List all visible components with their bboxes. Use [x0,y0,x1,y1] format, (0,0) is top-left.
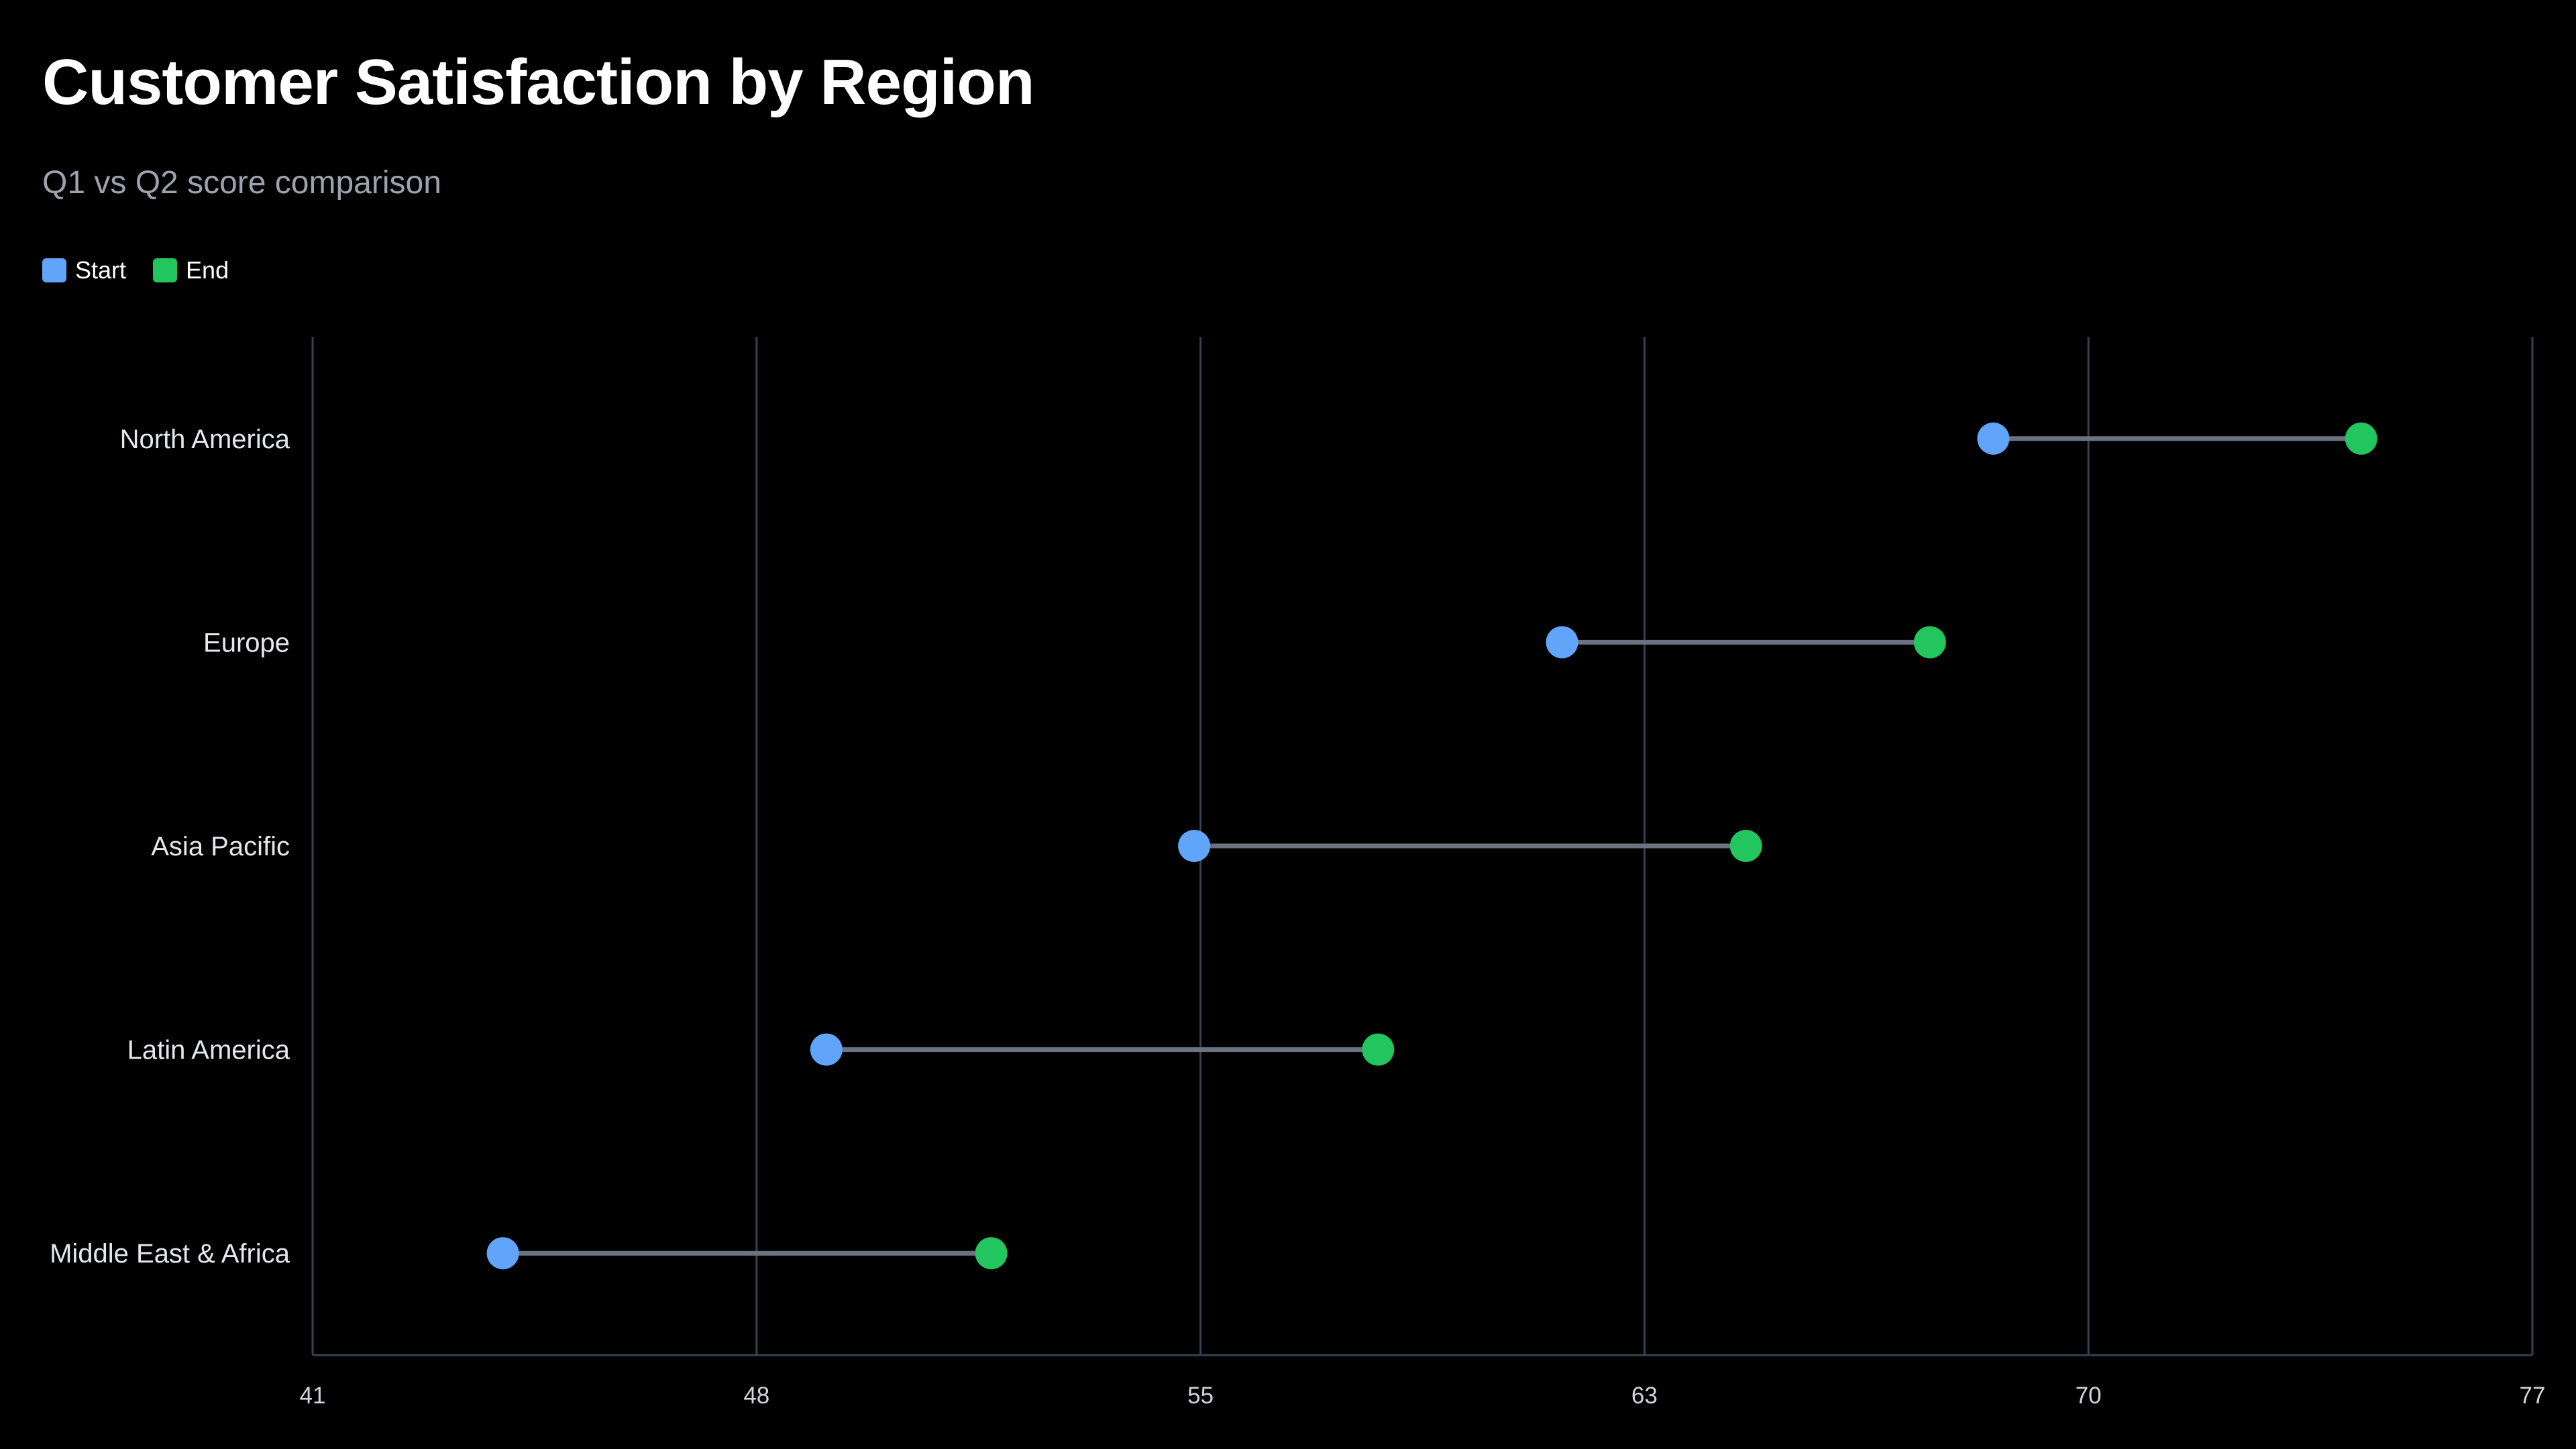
end-point [1729,830,1762,862]
x-tick-label: 77 [2520,1383,2546,1409]
category-label: Europe [203,628,290,657]
x-tick-label: 63 [1631,1383,1658,1409]
x-tick-label: 70 [2076,1383,2102,1409]
end-point [975,1237,1008,1270]
start-point [1546,626,1578,659]
category-label: North America [120,425,290,454]
end-point [2345,422,2377,455]
category-label: Middle East & Africa [50,1239,290,1269]
x-tick-label: 55 [1187,1383,1214,1409]
legend-item-end: End [153,256,229,284]
legend-item-start: Start [42,256,126,284]
legend-swatch-start [42,258,66,282]
start-point [486,1237,519,1270]
chart-title: Customer Satisfaction by Region [42,46,1035,118]
end-point [1362,1033,1395,1066]
x-tick-label: 41 [300,1383,326,1409]
chart-subtitle: Q1 vs Q2 score comparison [42,165,441,201]
category-label: Latin America [127,1036,290,1065]
end-point [1913,626,1946,659]
legend-label-end: End [186,256,229,284]
start-point [1977,422,2010,455]
start-point [1178,830,1211,862]
start-point [810,1033,843,1066]
x-tick-label: 48 [743,1383,769,1409]
legend-label-start: Start [75,256,127,284]
legend-swatch-end [153,258,178,282]
legend: Start End [42,256,256,284]
category-label: Asia Pacific [151,832,290,861]
